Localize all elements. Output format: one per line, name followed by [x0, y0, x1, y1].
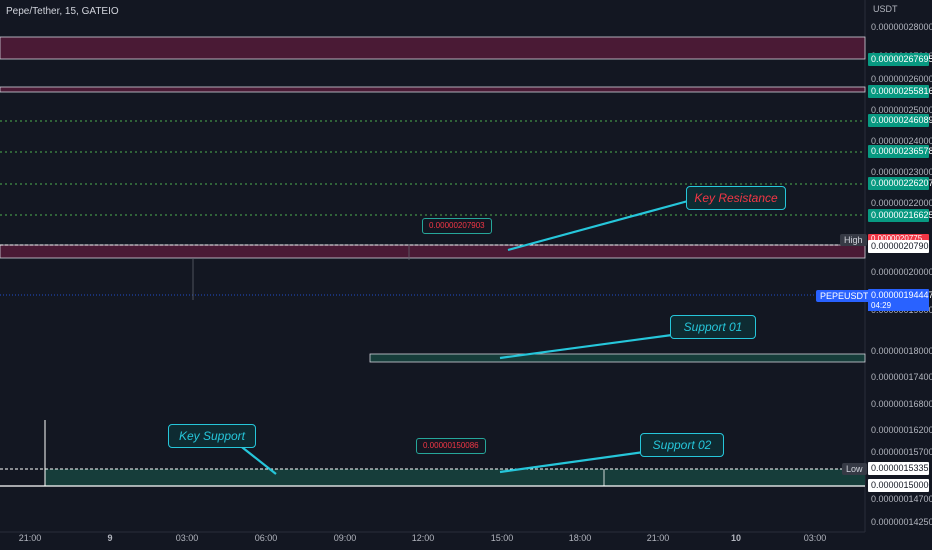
bottom-value-tag: 0.00000150000 [868, 479, 932, 492]
support-02-arrow [499, 450, 645, 474]
low-label: Low [842, 463, 867, 475]
key-support-zone [45, 469, 865, 486]
level-tag: 0.00000226207 [868, 177, 932, 190]
time-tick: 9 [107, 533, 113, 543]
price-tick: 0.000000168000 [871, 399, 932, 409]
support-01-note[interactable]: Support 01 [670, 315, 756, 339]
key-resistance-note[interactable]: Key Resistance [686, 186, 786, 210]
support-01-arrow [499, 333, 673, 360]
time-tick: 03:00 [803, 533, 827, 543]
time-tick: 21:00 [646, 533, 670, 543]
level-tag: 0.00000246089 [868, 114, 932, 127]
price-tick: 0.000000142500 [871, 517, 932, 527]
price-tick: 0.000000157000 [871, 447, 932, 457]
current-price-tag: 0.00000194447 [868, 289, 932, 302]
key-resistance-zone [0, 244, 866, 259]
price-tick: 0.000000200000 [871, 267, 932, 277]
key-support-note[interactable]: Key Support [168, 424, 256, 448]
high-value-tag: 0.00000207903 [868, 240, 932, 253]
low-value-tag: 0.00000153352 [868, 462, 932, 475]
level-tag: 0.00000267695 [868, 53, 932, 66]
price-tick: 0.000000230000 [871, 167, 932, 177]
price-axis-unit: USDT [873, 4, 898, 14]
price-tick: 0.000000250000 [871, 105, 932, 115]
price-tick: 0.000000174000 [871, 372, 932, 382]
price-tick: 0.000000162000 [871, 425, 932, 435]
high-red-tag: 0.0000020775 [868, 234, 929, 243]
price-tick: 0.000000220000 [871, 198, 932, 208]
bar-countdown: 04:29 [868, 300, 929, 311]
time-tick: 09:00 [333, 533, 357, 543]
chart-title: Pepe/Tether, 15, GATEIO [6, 6, 119, 17]
key-resistance-arrow [507, 199, 689, 252]
price-tick: 0.000000147000 [871, 494, 932, 504]
high-label: High [840, 234, 867, 246]
time-tick: 12:00 [411, 533, 435, 543]
price-tick: 0.000000260000 [871, 74, 932, 84]
price-tick: 0.000000180000 [871, 346, 932, 356]
upper-resistance-zone-2 [0, 86, 866, 93]
upper-resistance-zone [0, 36, 866, 60]
time-tick: 06:00 [254, 533, 278, 543]
support-01-zone [369, 353, 866, 363]
level-tag: 0.00000216625 [868, 209, 932, 222]
level-tag: 0.00000236578 [868, 145, 932, 158]
time-tick: 21:00 [18, 533, 42, 543]
time-tick: 18:00 [568, 533, 592, 543]
high-price-box[interactable]: 0.00000207903 [422, 218, 492, 234]
time-tick: 15:00 [490, 533, 514, 543]
support-02-note[interactable]: Support 02 [640, 433, 724, 457]
low-price-box[interactable]: 0.00000150086 [416, 438, 486, 454]
price-tick: 0.000000280000 [871, 22, 932, 32]
price-tick: 0.000000240000 [871, 136, 932, 146]
level-tag: 0.00000255816 [868, 85, 932, 98]
time-tick: 03:00 [175, 533, 199, 543]
symbol-label: PEPEUSDT [816, 290, 873, 302]
key-support-arrow [237, 443, 277, 475]
time-tick: 10 [730, 533, 742, 543]
